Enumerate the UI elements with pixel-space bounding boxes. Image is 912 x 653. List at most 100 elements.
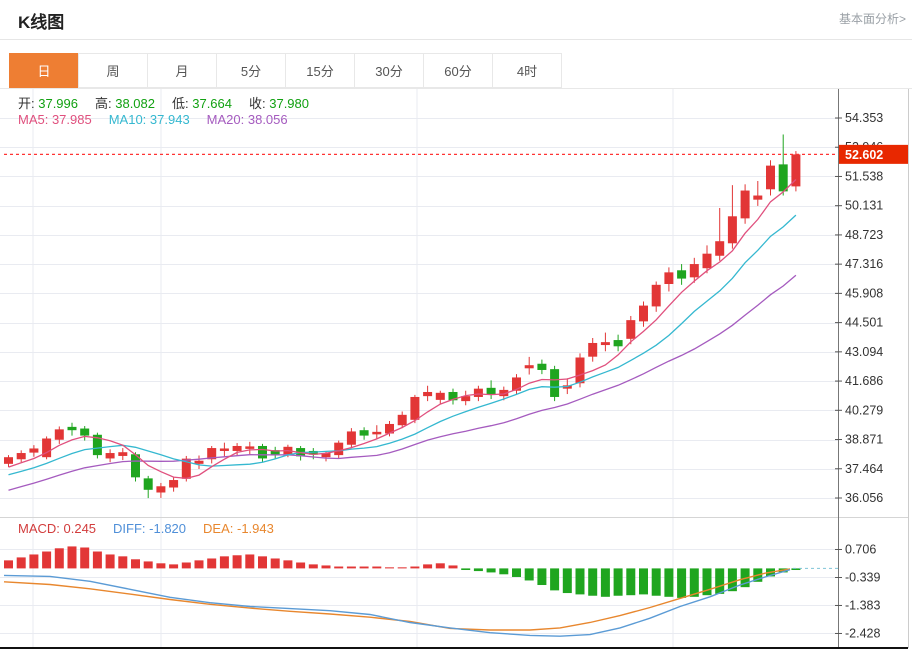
tab-15min[interactable]: 15分	[285, 53, 355, 88]
candle	[54, 429, 64, 440]
candle	[473, 388, 483, 397]
price-axis-label: 50.131	[845, 199, 883, 213]
macd-bar	[372, 566, 382, 569]
macd-bar	[397, 567, 407, 569]
candle	[118, 452, 128, 456]
candle	[689, 264, 699, 278]
candle	[308, 450, 318, 455]
macd-bar	[321, 565, 331, 569]
ma-readout: MA5: 37.985 MA10: 37.943 MA20: 38.056	[18, 112, 305, 127]
macd-bar	[448, 565, 458, 569]
candle	[258, 445, 267, 459]
macd-bar	[410, 566, 420, 569]
macd-bar	[296, 562, 306, 569]
macd-bar	[702, 568, 712, 596]
candle	[740, 190, 750, 219]
candle	[791, 154, 801, 187]
macd-bar	[258, 556, 267, 569]
macd-bar	[550, 568, 560, 591]
candle	[550, 369, 560, 397]
macd-bar	[588, 568, 598, 596]
macd-bar	[689, 568, 699, 597]
tabbar-divider	[0, 88, 912, 89]
macd-readout: MACD: 0.245 DIFF: -1.820 DEA: -1.943	[18, 521, 291, 536]
price-axis-label: 41.686	[845, 374, 883, 388]
candle	[588, 342, 598, 357]
macd-bar	[359, 566, 369, 569]
candle	[245, 446, 255, 449]
candle	[423, 391, 433, 397]
candle	[67, 426, 77, 431]
candle	[207, 448, 217, 460]
macd-bar	[334, 566, 344, 569]
macd-bar	[92, 551, 102, 569]
macd-bar	[105, 554, 115, 569]
candle	[334, 442, 344, 456]
tab-60min[interactable]: 60分	[423, 53, 493, 88]
fundamental-analysis-link[interactable]: 基本面分析>	[838, 12, 906, 26]
candle	[600, 342, 610, 346]
candle	[486, 387, 496, 395]
macd-bar	[473, 568, 483, 572]
readout-pair: 开: 37.996	[18, 96, 78, 111]
price-axis-label: 54.353	[845, 111, 883, 125]
price-axis-label: 40.279	[845, 403, 883, 417]
price-axis-label: 36.056	[845, 491, 883, 505]
candle	[664, 272, 674, 284]
candle	[16, 453, 26, 460]
macd-bar	[639, 568, 648, 595]
price-axis-label: 37.464	[845, 462, 883, 476]
tab-4hour[interactable]: 4时	[492, 53, 562, 88]
current-price-badge	[839, 144, 908, 164]
tab-week[interactable]: 周	[78, 53, 148, 88]
candle	[753, 195, 763, 200]
candle	[499, 389, 509, 397]
readout-pair: MA20: 38.056	[206, 112, 288, 127]
ma20-line	[8, 274, 797, 491]
candle	[677, 270, 687, 279]
candle	[766, 165, 775, 190]
candle	[715, 241, 725, 256]
candle	[80, 428, 90, 436]
tab-month[interactable]: 月	[147, 53, 217, 88]
tab-5min[interactable]: 5分	[216, 53, 286, 88]
candle	[194, 460, 204, 464]
macd-bar	[42, 551, 52, 569]
macd-bar	[4, 560, 13, 569]
tab-30min[interactable]: 30分	[354, 53, 424, 88]
macd-bar	[131, 559, 140, 569]
macd-bar	[715, 568, 725, 594]
title-divider	[0, 39, 912, 40]
macd-axis-label: -2.428	[845, 626, 880, 640]
candle	[727, 216, 737, 244]
macd-axis-label: 0.706	[845, 542, 876, 556]
macd-bar	[435, 563, 445, 569]
macd-bar	[512, 568, 521, 577]
candle	[385, 423, 394, 434]
macd-bar	[727, 568, 737, 592]
macd-bar	[181, 562, 191, 569]
ma5-line	[8, 179, 797, 480]
macd-bar	[283, 560, 293, 569]
macd-bar	[143, 561, 153, 569]
macd-bar	[207, 558, 217, 569]
macd-bar	[118, 556, 128, 569]
readout-pair: MA10: 37.943	[108, 112, 190, 127]
candle	[410, 396, 420, 420]
price-axis-label: 44.501	[845, 316, 883, 330]
macd-bar	[219, 556, 229, 569]
macd-bar	[600, 568, 610, 597]
price-axis-label: 48.723	[845, 228, 883, 242]
candle	[778, 164, 788, 192]
candle	[651, 284, 661, 307]
macd-bar	[194, 560, 204, 569]
macd-bar	[232, 555, 242, 569]
candle	[92, 434, 102, 456]
macd-bar	[169, 564, 179, 569]
candle	[461, 396, 471, 402]
tab-day[interactable]: 日	[9, 53, 79, 88]
macd-bar	[562, 568, 572, 594]
macd-bar	[156, 563, 166, 569]
candle	[397, 414, 407, 426]
